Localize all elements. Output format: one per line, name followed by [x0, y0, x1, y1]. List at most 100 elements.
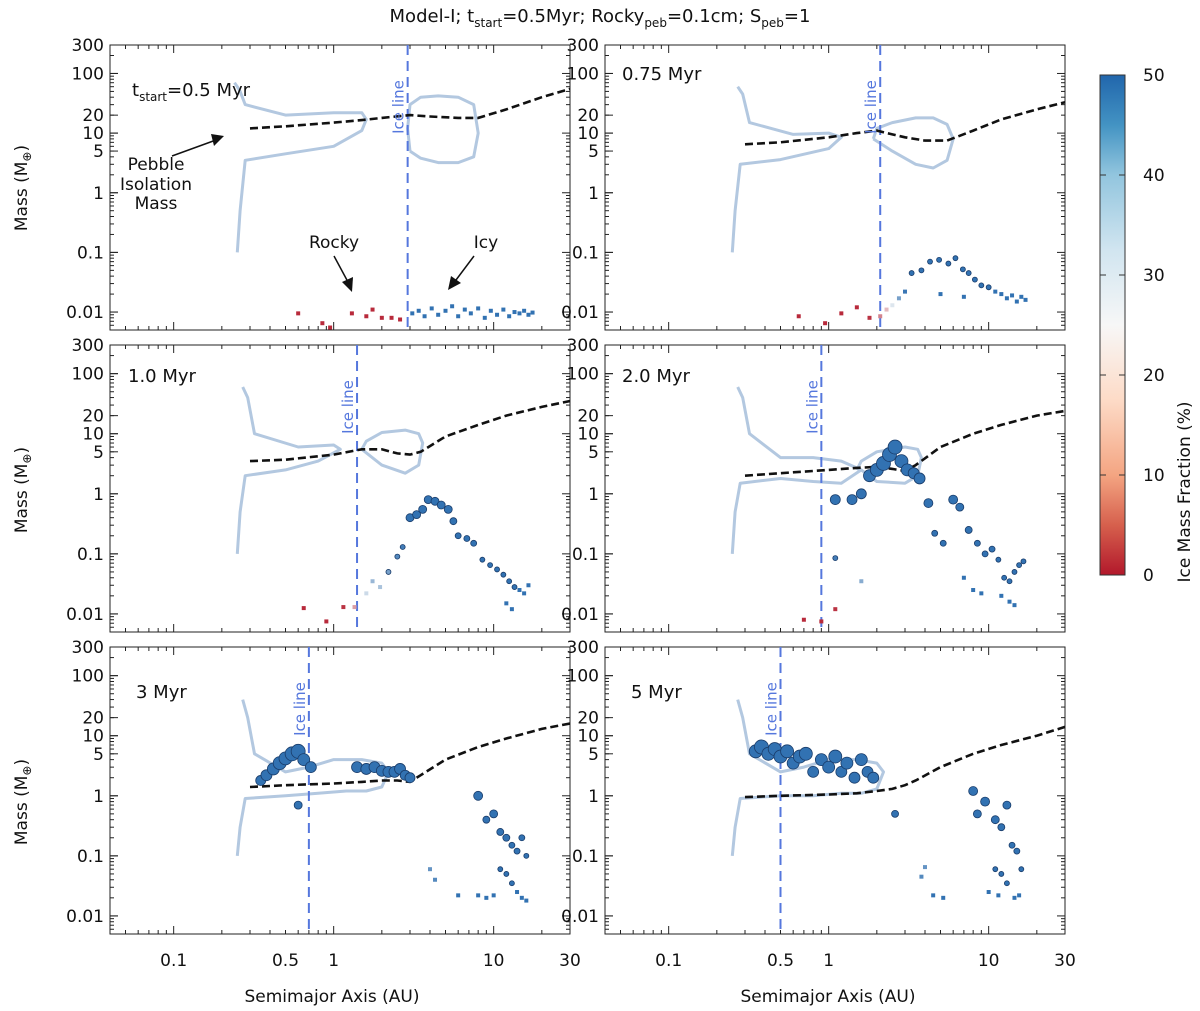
planet-point — [293, 800, 303, 810]
planet-point — [468, 311, 473, 316]
planet-point — [450, 304, 455, 309]
colorbar-gradient — [1099, 74, 1126, 576]
planet-point — [971, 588, 976, 593]
planet-point — [1012, 603, 1017, 608]
planet-point — [919, 874, 924, 879]
y-tick-label: 0.1 — [77, 847, 104, 867]
plot-area — [235, 345, 570, 632]
annotation-rocky: Rocky — [309, 233, 359, 292]
planet-point — [501, 307, 506, 312]
colorbar-ticks: 0 10 20 30 40 50 — [1100, 66, 1165, 586]
planet-point — [990, 815, 1000, 825]
planet-point — [507, 314, 512, 319]
colorbar-tick-label: 20 — [1143, 366, 1165, 386]
planet-point — [999, 593, 1004, 598]
planet-point — [508, 880, 515, 887]
y-tick-label: 300 — [567, 638, 599, 658]
planet-point — [986, 890, 991, 895]
annotation-pebble-line3: Mass — [135, 194, 178, 214]
planet-point — [494, 566, 500, 573]
y-tick-label: 20 — [82, 407, 104, 427]
planet-point — [1019, 294, 1024, 299]
planet-point — [839, 311, 844, 316]
planet-point — [854, 305, 859, 310]
planet-point — [798, 746, 813, 761]
plot-area — [235, 647, 570, 934]
planet-point — [848, 771, 861, 784]
planet-point — [489, 809, 499, 819]
planet-point — [1012, 895, 1017, 900]
planet-point — [878, 314, 883, 319]
y-tick-label: 0.1 — [77, 545, 104, 565]
colorbar-tick-label: 0 — [1143, 566, 1154, 586]
planet-point — [903, 289, 908, 294]
planet-point — [412, 510, 422, 520]
planet-point — [1007, 599, 1012, 604]
y-tick-label: 1 — [588, 787, 599, 807]
planet-point — [927, 258, 933, 265]
annotation-icy-label: Icy — [474, 233, 498, 253]
planet-point — [978, 282, 985, 289]
planet-point — [433, 877, 438, 882]
planet-point — [867, 771, 880, 784]
planet-point — [840, 756, 854, 770]
planet-point — [530, 310, 535, 315]
planet-point — [1003, 880, 1010, 887]
y-tick-label: 100 — [72, 365, 104, 385]
planet-point — [998, 871, 1005, 877]
y-tick-label: 300 — [567, 336, 599, 356]
planet-point — [952, 255, 959, 262]
planet-point — [780, 744, 795, 759]
y-tick-label: 0.01 — [561, 303, 599, 323]
planet-point — [959, 266, 966, 273]
planet-point — [496, 828, 505, 836]
y-tick-label: 1 — [93, 787, 104, 807]
planet-point — [399, 544, 406, 550]
planet-point — [1006, 578, 1013, 585]
planet-point — [980, 796, 990, 807]
planet-point — [297, 753, 311, 767]
planet-point — [522, 591, 527, 596]
isolation-mass-line — [249, 399, 570, 463]
panel-frame — [109, 44, 571, 331]
y-tick-label: 0.1 — [572, 847, 599, 867]
ice-line-label: Ice line — [763, 682, 781, 736]
planet-point — [515, 890, 520, 895]
planet-point — [854, 753, 868, 767]
y-tick-label: 300 — [72, 638, 104, 658]
y-tick-label: 10 — [82, 727, 104, 747]
planet-point — [398, 317, 403, 322]
planet-point — [891, 809, 899, 818]
planet-point — [519, 895, 524, 900]
planet-point — [518, 834, 526, 842]
planet-point — [513, 847, 521, 855]
y-tick-label: 10 — [577, 124, 599, 144]
planet-point — [503, 871, 510, 877]
planet-point — [936, 256, 942, 263]
planet-point — [526, 312, 531, 317]
planet-point — [324, 619, 329, 624]
planet-point — [796, 314, 801, 319]
panel-label-2: 1.0 Myr — [128, 366, 197, 387]
annotation-rocky-arrowhead — [342, 277, 353, 292]
y-tick-label: 0.01 — [66, 605, 104, 625]
plot-area — [730, 45, 1065, 330]
planet-point — [981, 550, 989, 558]
x-tick-label: 0.1 — [655, 951, 682, 971]
y-tick-label: 0.01 — [561, 907, 599, 927]
y-tick-label: 20 — [577, 407, 599, 427]
planet-point — [379, 315, 384, 320]
planet-point — [938, 292, 943, 297]
planet-point — [835, 765, 848, 778]
y-tick-label: 0.1 — [572, 243, 599, 263]
panel-label-0: tstart=0.5 Myr — [132, 80, 251, 104]
planet-point — [923, 498, 934, 508]
planet-point — [822, 760, 836, 774]
colorbar-tick-label: 50 — [1143, 66, 1165, 86]
planet-point — [1010, 293, 1015, 298]
colorbar: 0 10 20 30 40 50 Ice Mass Fraction (%) — [1099, 66, 1195, 586]
planet-point — [349, 311, 354, 316]
planet-point — [443, 308, 448, 313]
